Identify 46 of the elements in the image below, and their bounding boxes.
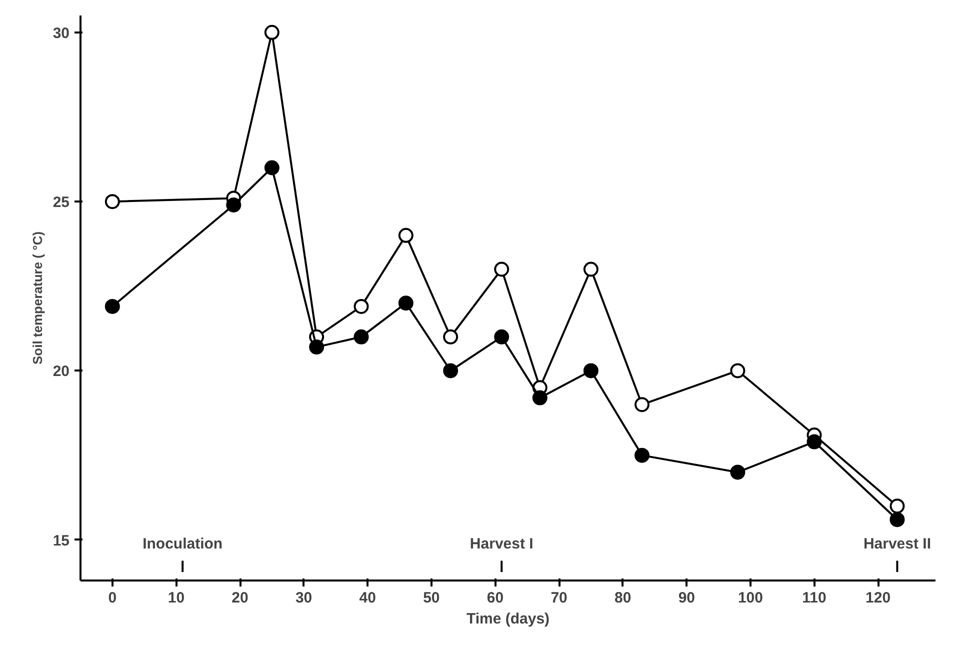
point <box>494 262 510 277</box>
point <box>354 329 369 344</box>
point <box>494 329 510 344</box>
point <box>730 464 746 480</box>
point <box>634 397 650 412</box>
point <box>806 434 822 450</box>
x-axis-title: Time (days) <box>466 610 550 628</box>
x-tick-label: 10 <box>168 590 185 606</box>
ref-line-label: Inoculation <box>142 536 223 553</box>
point <box>532 390 548 406</box>
point <box>890 498 905 514</box>
x-tick-label: 20 <box>232 590 248 606</box>
point <box>398 296 414 311</box>
x-tick-label: 70 <box>550 590 568 606</box>
ref-line-label: Harvest II <box>863 536 931 553</box>
x-tick-label: 90 <box>678 590 695 606</box>
x-tick-label: 80 <box>614 590 632 606</box>
x-tick-label: 30 <box>295 590 312 606</box>
y-axis-title: Soil temperature ( °C) <box>30 231 45 365</box>
x-tick-label: 100 <box>738 590 763 606</box>
y-tick-label: 25 <box>52 194 70 212</box>
point <box>104 298 120 314</box>
point <box>583 262 598 277</box>
point <box>104 194 120 210</box>
x-tick-label: 110 <box>802 590 826 606</box>
point <box>398 228 414 243</box>
x-tick-label: 60 <box>486 590 504 606</box>
point <box>226 197 242 212</box>
point <box>264 160 280 176</box>
x-tick-label: 0 <box>108 590 117 606</box>
point <box>634 448 650 463</box>
point <box>309 340 324 355</box>
point <box>354 298 369 314</box>
y-tick-label: 20 <box>52 363 70 380</box>
y-tick-label: 15 <box>52 532 70 550</box>
y-tick-label: 30 <box>52 24 70 42</box>
point <box>583 363 598 378</box>
point <box>443 363 458 378</box>
ref-line-label: Harvest I <box>470 536 534 553</box>
x-tick-label: 40 <box>359 590 376 606</box>
point <box>730 363 746 378</box>
point <box>443 329 458 344</box>
x-tick-label: 120 <box>866 590 891 606</box>
point <box>890 512 905 528</box>
x-tick-label: 50 <box>423 590 440 606</box>
point <box>264 24 280 40</box>
